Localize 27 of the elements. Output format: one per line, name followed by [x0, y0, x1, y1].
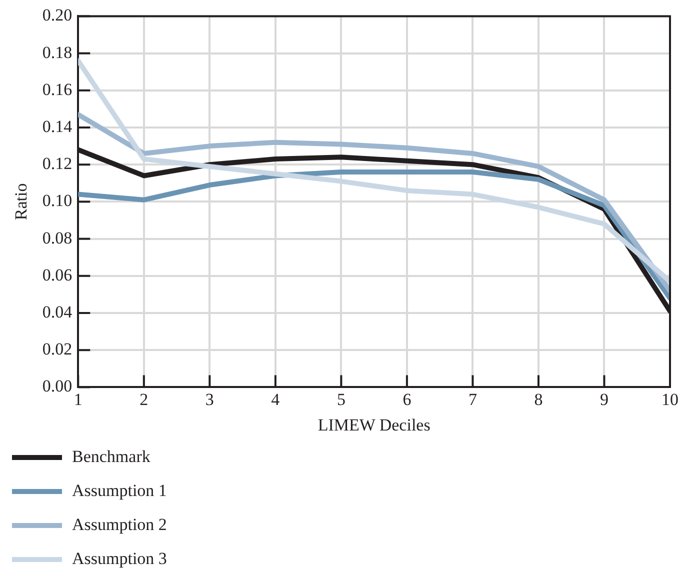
x-axis-title: LIMEW Deciles [318, 415, 430, 434]
y-tick-label: 0.06 [42, 265, 72, 284]
y-axis-title: Ratio [12, 183, 31, 220]
legend-label: Assumption 1 [72, 481, 167, 501]
y-tick-label: 0.08 [42, 228, 72, 248]
y-tick-label: 0.20 [42, 6, 72, 25]
y-tick-label: 0.18 [42, 42, 72, 62]
x-tick-label: 7 [468, 390, 478, 409]
x-tick-label: 4 [271, 390, 280, 409]
y-tick-label: 0.04 [42, 302, 73, 322]
x-tick-label: 1 [74, 390, 82, 409]
x-tick-label: 9 [600, 390, 608, 409]
y-tick-label: 0.10 [42, 191, 72, 210]
x-tick-label: 6 [402, 390, 412, 409]
legend-label: Assumption 3 [72, 549, 167, 569]
y-tick-label: 0.14 [42, 116, 73, 136]
x-tick-label: 2 [140, 390, 148, 409]
y-tick-label: 0.02 [42, 340, 72, 359]
x-tick-label: 3 [205, 390, 214, 409]
y-tick-label: 0.16 [42, 80, 72, 99]
legend-label: Benchmark [72, 447, 150, 467]
legend-label: Assumption 2 [72, 515, 167, 535]
x-tick-label: 5 [336, 390, 346, 409]
y-tick-label: 0.00 [42, 376, 72, 396]
y-tick-label: 0.12 [42, 154, 72, 174]
x-tick-label: 8 [534, 390, 543, 409]
x-tick-label: 10 [662, 390, 678, 409]
